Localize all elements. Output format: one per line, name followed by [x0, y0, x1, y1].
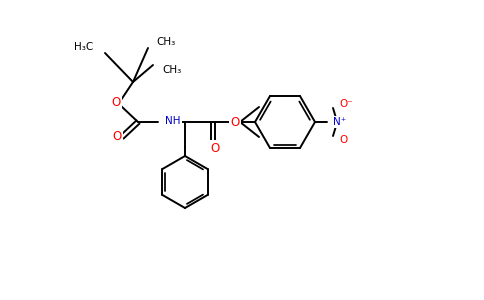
- Text: O: O: [230, 116, 240, 128]
- Text: O: O: [211, 142, 220, 154]
- Text: NH: NH: [165, 116, 181, 126]
- Text: N⁺: N⁺: [333, 117, 346, 127]
- Text: CH₃: CH₃: [162, 65, 181, 75]
- Text: CH₃: CH₃: [156, 37, 175, 47]
- Text: O: O: [111, 97, 121, 110]
- Text: H₃C: H₃C: [74, 42, 93, 52]
- Text: O: O: [339, 135, 347, 145]
- Text: O: O: [112, 130, 121, 143]
- Text: O⁻: O⁻: [339, 99, 353, 109]
